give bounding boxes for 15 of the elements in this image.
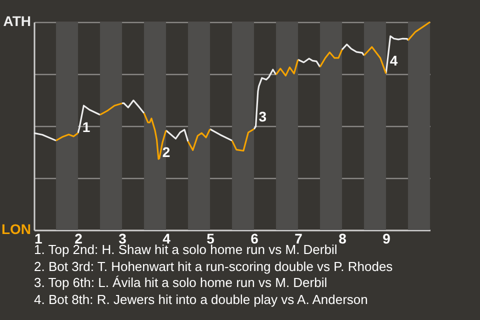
x-tick-label: 1 — [34, 230, 42, 246]
text: ATH — [3, 13, 31, 29]
x-tick-label: 5 — [206, 230, 215, 246]
annotation: 2 — [162, 144, 170, 160]
text: 4. Bot 8th: R. Jewers hit into a double play vs A. Anderson — [34, 292, 369, 308]
annotation: 1 — [82, 119, 90, 136]
text: 2. Bot 3rd: T. Hohenwart hit a run-scoring double vs P. Rhodes — [34, 258, 393, 275]
text: 3. Top 6th: L. Ávila hit a solo home run vs M. Derbil — [34, 275, 328, 292]
x-tick-label: 7 — [294, 230, 303, 246]
annotation: 4 — [390, 52, 398, 69]
x-tick-label: 8 — [338, 230, 347, 246]
x-tick-label: 9 — [382, 230, 391, 246]
annotation: 3 — [258, 108, 267, 125]
x-tick-label: 6 — [250, 230, 259, 246]
text: LON — [1, 221, 31, 237]
